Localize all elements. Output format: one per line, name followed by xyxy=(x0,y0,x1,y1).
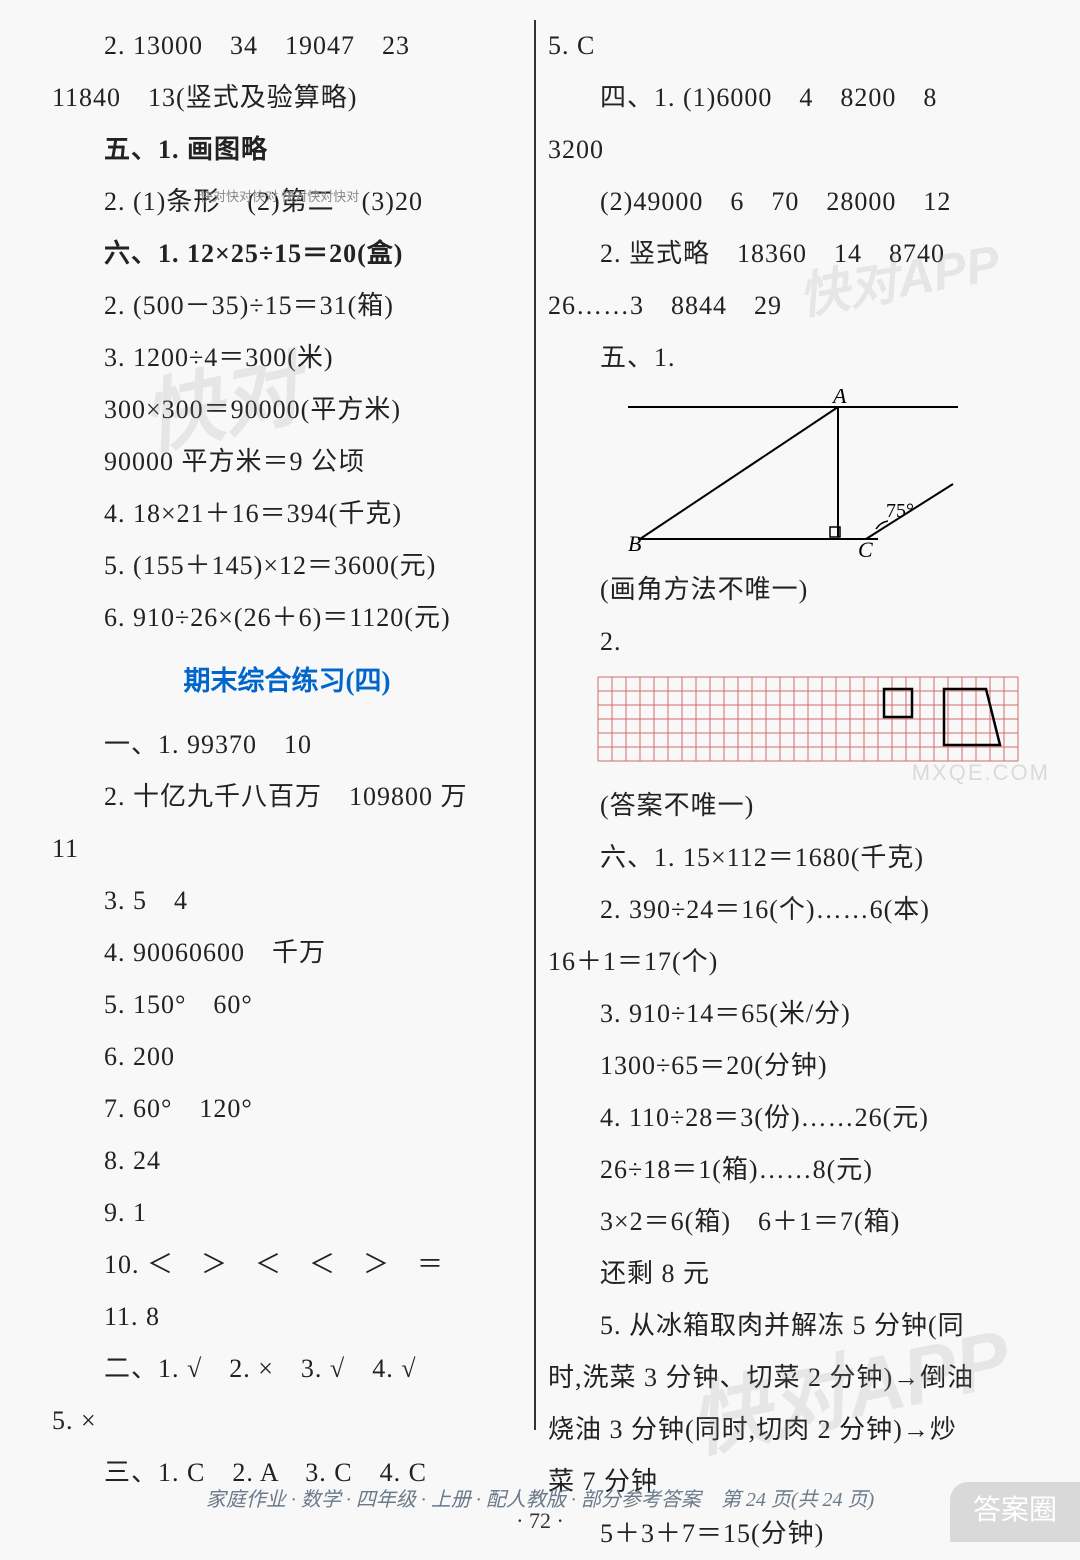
right-column: 5. C 四、1. (1)6000 4 8200 8 3200 (2)49000… xyxy=(536,20,1040,1430)
label-C: C xyxy=(858,537,873,559)
text-line: 3. 1200÷4＝300(米) xyxy=(52,332,522,384)
text-line: 4. 90060600 千万 xyxy=(52,927,522,979)
text-line: 11 xyxy=(52,823,522,875)
text-line: 4. 110÷28＝3(份)……26(元) xyxy=(548,1092,1028,1144)
text-line: (答案不唯一) xyxy=(548,780,1028,832)
text-line: 2. (500－35)÷15＝31(箱) xyxy=(52,280,522,332)
text-line: 五、1. 画图略 xyxy=(52,124,522,176)
text-line: 4. 18×21＋16＝394(千克) xyxy=(52,488,522,540)
text-line: (画角方法不唯一) xyxy=(548,564,1028,616)
text-line: 5. 150° 60° xyxy=(52,979,522,1031)
text-line: 2. 十亿九千八百万 109800 万 xyxy=(52,771,522,823)
text-line: 6. 910÷26×(26＋6)＝1120(元) xyxy=(52,592,522,644)
text-line: 四、1. (1)6000 4 8200 8 xyxy=(548,72,1028,124)
text-line: 3. 910÷14＝65(米/分) xyxy=(548,988,1028,1040)
text-line: 5. (155＋145)×12＝3600(元) xyxy=(52,540,522,592)
text-line: 9. 1 xyxy=(52,1187,522,1239)
left-column: 2. 13000 34 19047 23 11840 13(竖式及验算略) 五、… xyxy=(40,20,536,1430)
tiny-watermark: 快对快对快对 快对快对快对 xyxy=(200,190,359,204)
text-line: 5. C xyxy=(548,20,1028,72)
text-line: 2. 竖式略 18360 14 8740 xyxy=(548,228,1028,280)
text-line: 90000 平方米＝9 公顷 xyxy=(52,436,522,488)
text-line: 8. 24 xyxy=(52,1135,522,1187)
text-line: 时,洗菜 3 分钟、切菜 2 分钟)→倒油 xyxy=(548,1352,1028,1404)
text-line: 300×300＝90000(平方米) xyxy=(52,384,522,436)
page-columns: 2. 13000 34 19047 23 11840 13(竖式及验算略) 五、… xyxy=(0,0,1080,1440)
text-line: 一、1. 99370 10 xyxy=(52,719,522,771)
text-line: 2. xyxy=(548,616,1028,668)
text-line: 2. 13000 34 19047 23 xyxy=(52,20,522,72)
text-line: 2. 390÷24＝16(个)……6(本) xyxy=(548,884,1028,936)
text-line: 10. ＜ ＞ ＜ ＜ ＞ ＝ xyxy=(52,1239,522,1291)
geometry-diagram: A B C 75° xyxy=(608,389,968,559)
text-line: (2)49000 6 70 28000 12 xyxy=(548,176,1028,228)
angle-label: 75° xyxy=(886,500,914,522)
text-line: 7. 60° 120° xyxy=(52,1083,522,1135)
text-line: 二、1. √ 2. × 3. √ 4. √ xyxy=(52,1343,522,1395)
text-line: 16＋1＝17(个) xyxy=(548,936,1028,988)
text-line: 六、1. 12×25÷15＝20(盒) xyxy=(52,228,522,280)
text-line: 还剩 8 元 xyxy=(548,1248,1028,1300)
text-line: 5. × xyxy=(52,1395,522,1447)
text-line: 3×2＝6(箱) 6＋1＝7(箱) xyxy=(548,1196,1028,1248)
page-number: · 72 · xyxy=(0,1508,1080,1534)
text-line: 6. 200 xyxy=(52,1031,522,1083)
text-line: 3200 xyxy=(548,124,1028,176)
text-line: 5. 从冰箱取肉并解冻 5 分钟(同 xyxy=(548,1300,1028,1352)
corner-badge: 答案圈 xyxy=(950,1482,1080,1542)
text-line: 11. 8 xyxy=(52,1291,522,1343)
text-line: 六、1. 15×112＝1680(千克) xyxy=(548,832,1028,884)
text-line: 1300÷65＝20(分钟) xyxy=(548,1040,1028,1092)
text-line: 五、1. xyxy=(548,332,1028,384)
text-line: 11840 13(竖式及验算略) xyxy=(52,72,522,124)
site-watermark: MXQE.COM xyxy=(912,760,1050,786)
label-B: B xyxy=(628,531,641,556)
text-line: 烧油 3 分钟(同时,切肉 2 分钟)→炒 xyxy=(548,1404,1028,1456)
text-line: 26÷18＝1(箱)……8(元) xyxy=(548,1144,1028,1196)
label-A: A xyxy=(831,389,847,408)
text-line: 26……3 8844 29 xyxy=(548,280,1028,332)
section-title: 期末综合练习(四) xyxy=(52,652,522,711)
text-line: 3. 5 4 xyxy=(52,875,522,927)
grid-diagram xyxy=(588,672,1028,772)
